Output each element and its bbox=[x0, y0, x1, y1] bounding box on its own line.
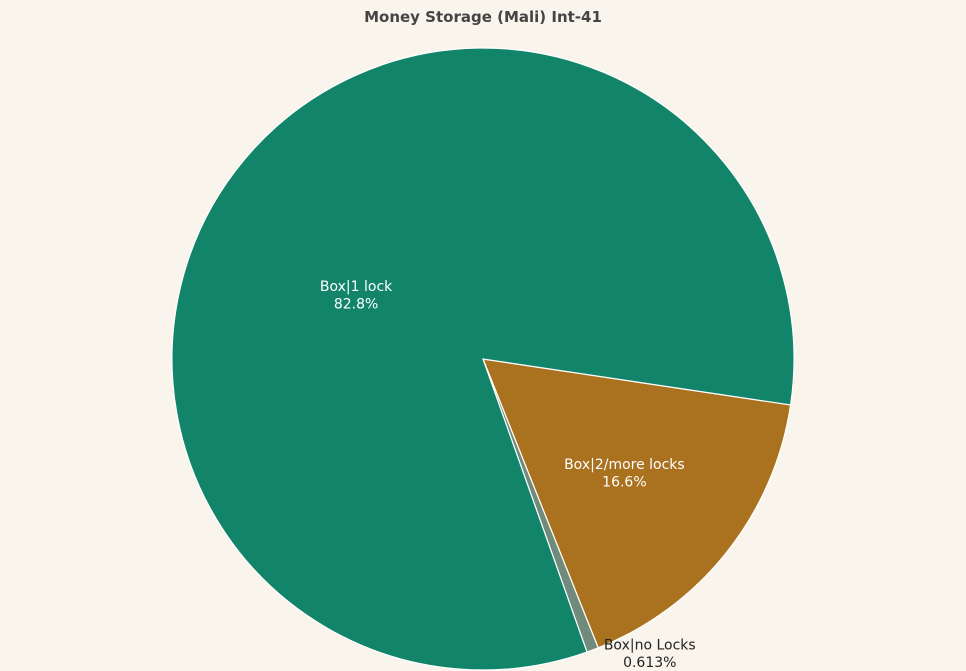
slice-label-name: Box|2/more locks bbox=[564, 457, 685, 473]
slice-label-percent: 16.6% bbox=[602, 474, 646, 490]
slice-label-name: Box|1 lock bbox=[320, 279, 393, 295]
slice-label-percent: 0.613% bbox=[623, 655, 676, 671]
pie-slice-box-2-more-locks bbox=[482, 358, 792, 649]
slice-label-percent: 82.8% bbox=[334, 296, 378, 312]
chart-title: Money Storage (Mali) Int-41 bbox=[364, 8, 602, 26]
slice-label-box-1-lock: Box|1 lock 82.8% bbox=[320, 279, 393, 313]
slice-label-name: Box|no Locks bbox=[604, 638, 696, 654]
pie-slice-box-1-lock bbox=[171, 47, 795, 671]
slice-label-box-no-locks: Box|no Locks 0.613% bbox=[604, 638, 696, 671]
slice-label-box-2-more-locks: Box|2/more locks 16.6% bbox=[564, 457, 685, 491]
